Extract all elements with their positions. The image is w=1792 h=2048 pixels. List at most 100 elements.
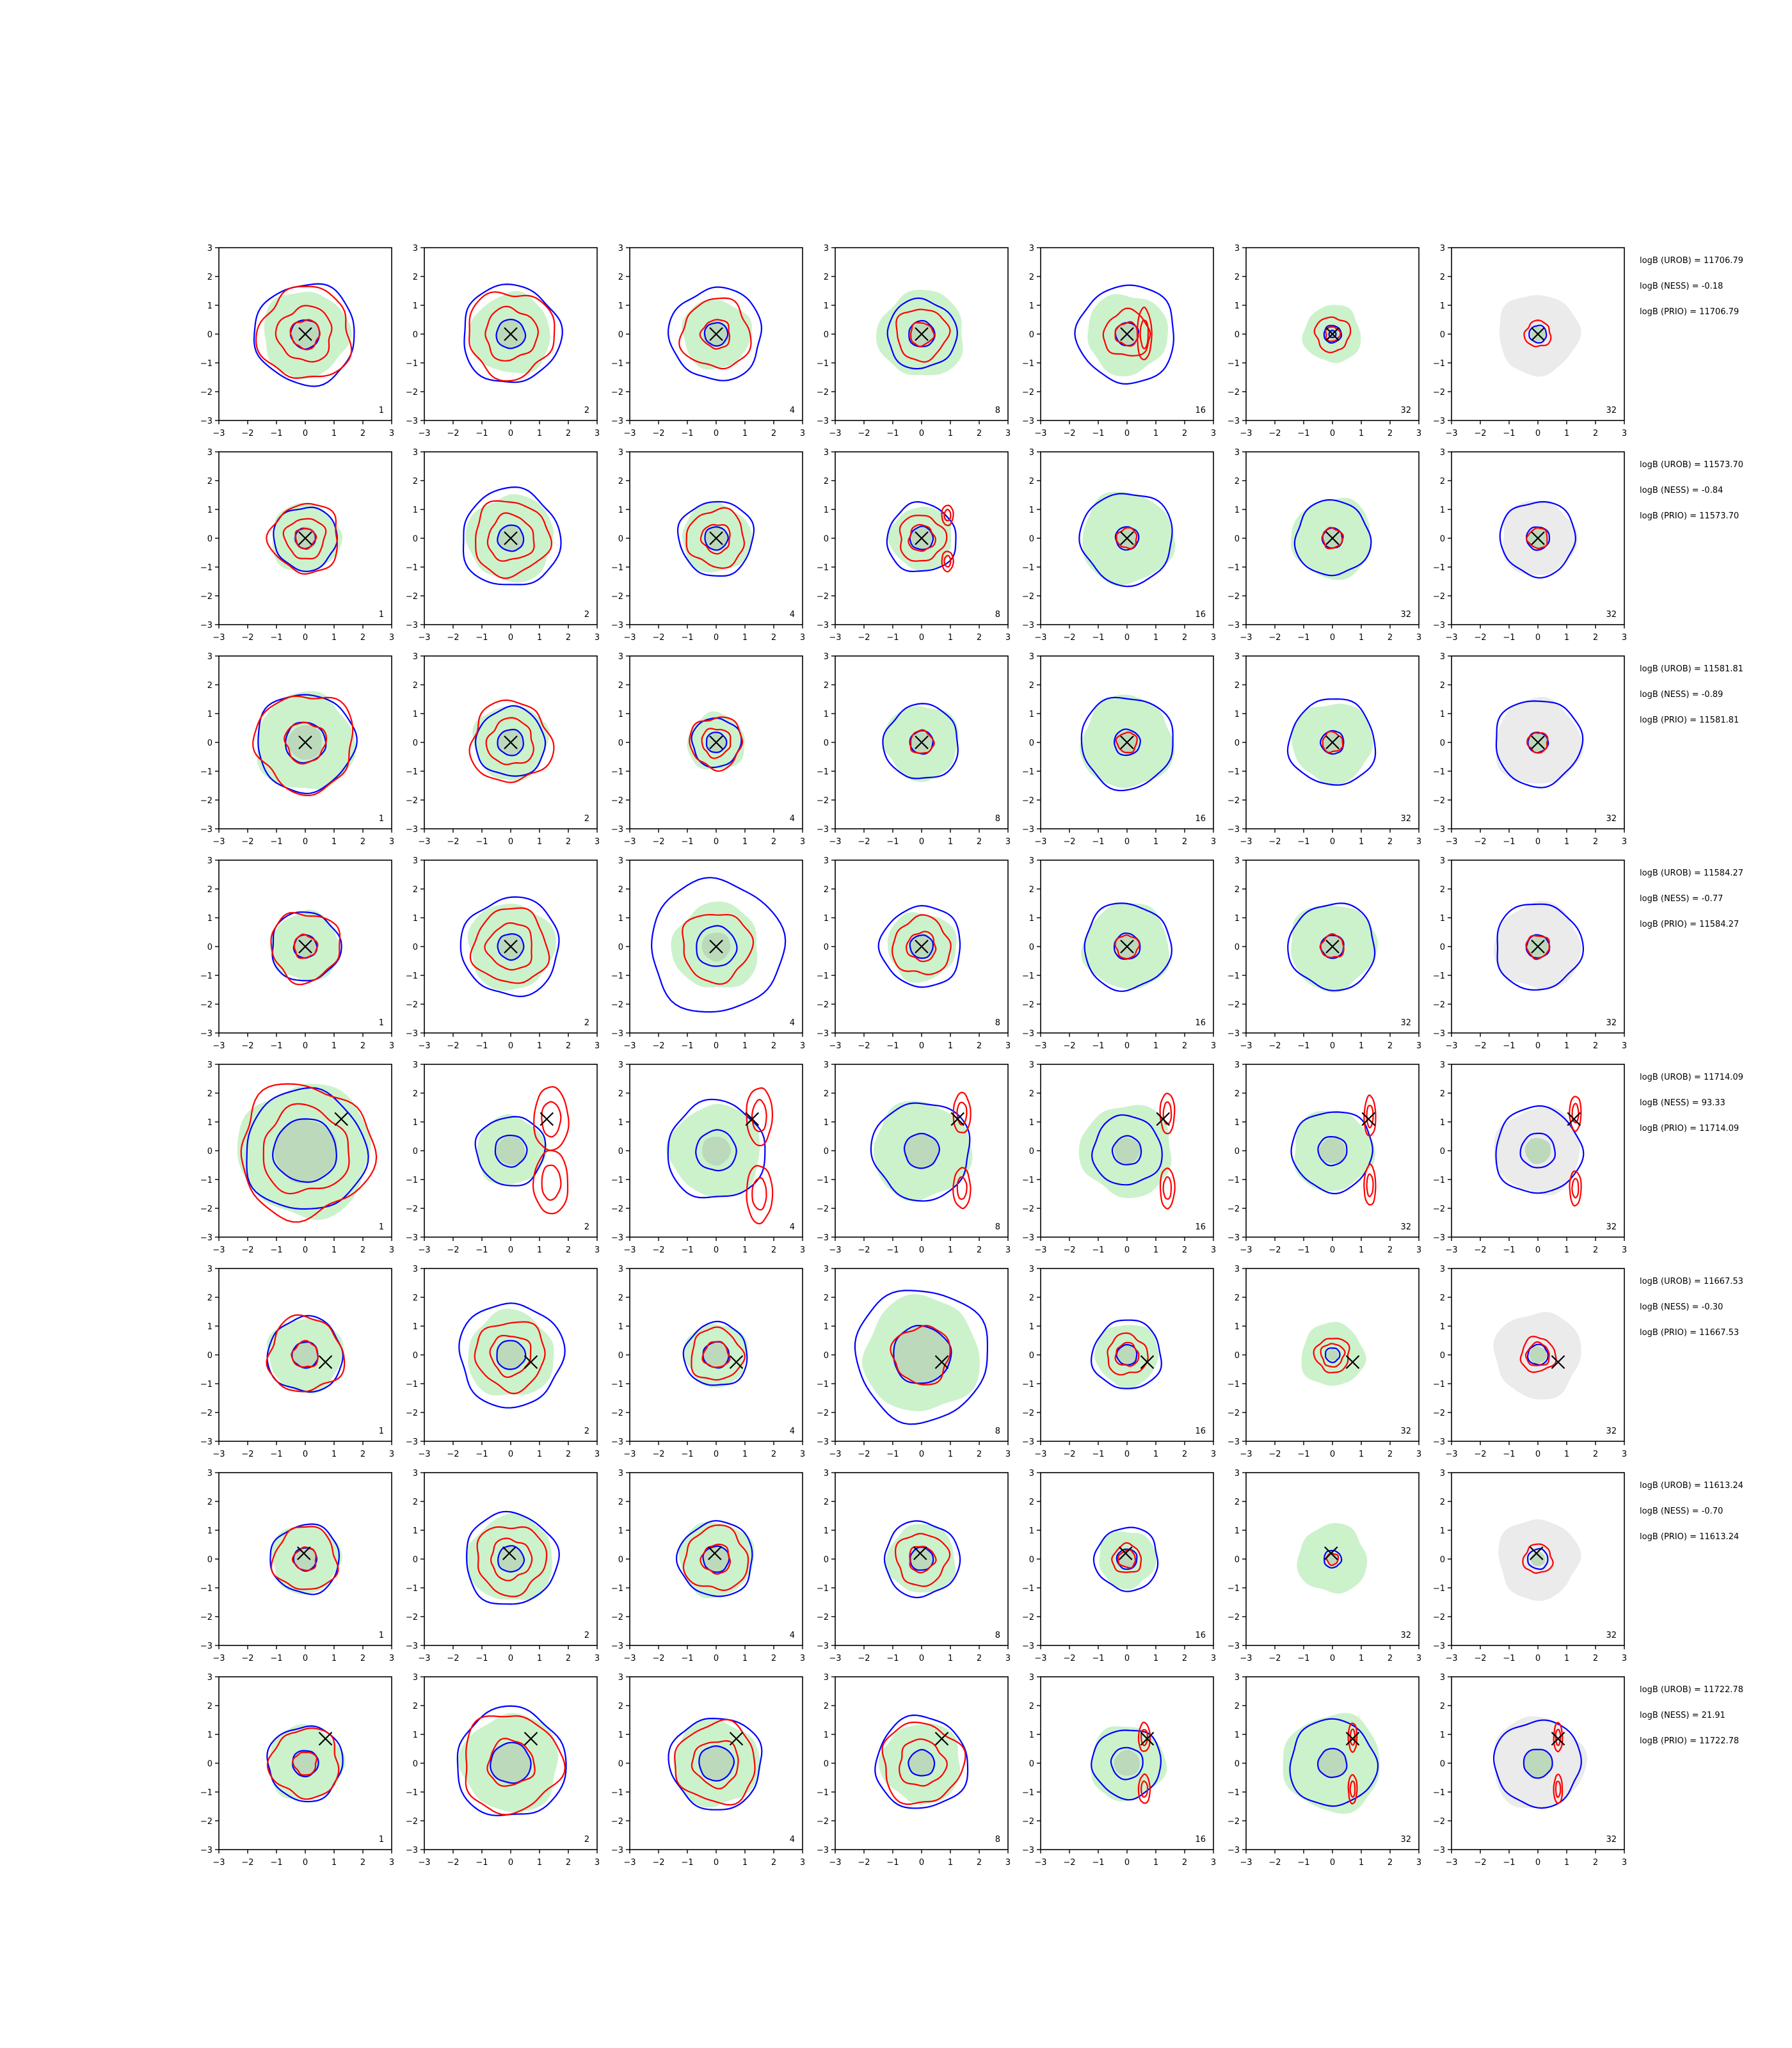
x-tick-label: −3 — [418, 1041, 430, 1051]
x-tick-label: 1 — [1153, 1654, 1158, 1663]
x-tick-label: 1 — [1359, 1245, 1364, 1255]
y-tick-label: 1 — [1029, 710, 1034, 719]
y-tick-label: −3 — [611, 825, 623, 835]
y-tick-label: −3 — [1433, 417, 1445, 426]
y-tick-label: 2 — [1235, 1702, 1240, 1711]
red-contour — [266, 1314, 346, 1393]
red-contour — [292, 1751, 318, 1776]
plot-area — [882, 703, 959, 782]
y-tick-label: 0 — [1029, 330, 1034, 340]
y-tick-label: −1 — [611, 767, 623, 777]
y-tick-label: −2 — [611, 388, 623, 397]
y-tick-label: −3 — [1022, 1437, 1034, 1447]
logb-ness-annotation: logB (NESS) = -0.18 — [1640, 282, 1723, 291]
x-tick-label: −1 — [270, 1654, 282, 1663]
panel-r4-c4: −3−3 −2 −2 −1 −1 0 0 1 1 2 2 3 3 8 — [817, 856, 1011, 1051]
x-tick-label: −1 — [1297, 429, 1309, 438]
y-tick-label: −2 — [1433, 1817, 1445, 1827]
y-tick-label: 3 — [618, 856, 623, 866]
x-tick-label: 1 — [742, 1041, 748, 1051]
plot-area — [1302, 305, 1361, 364]
y-tick-label: −1 — [1433, 767, 1445, 777]
red-contour — [1115, 732, 1138, 754]
x-tick-label: 1 — [537, 1041, 542, 1051]
x-tick-label: 2 — [360, 1858, 365, 1868]
x-tick-label: −3 — [1240, 429, 1252, 438]
y-tick-label: −3 — [1228, 621, 1240, 630]
y-tick-label: 3 — [1029, 856, 1034, 866]
x-tick-label: 3 — [1622, 633, 1627, 643]
y-tick-label: 1 — [618, 914, 623, 924]
true-position-marker — [298, 531, 312, 545]
x-tick-label: −1 — [681, 1450, 693, 1459]
panel-count-label: 32 — [1606, 610, 1617, 620]
x-tick-label: 3 — [1005, 429, 1011, 438]
y-tick-label: 0 — [618, 1555, 623, 1565]
x-tick-label: 2 — [977, 633, 982, 643]
x-tick-label: 3 — [1416, 837, 1421, 847]
x-tick-label: −3 — [1445, 1450, 1457, 1459]
x-tick-label: −3 — [829, 1654, 841, 1663]
panel-r4-c6: −3−3 −2 −2 −1 −1 0 0 1 1 2 2 3 3 32 — [1228, 856, 1421, 1051]
x-tick-label: 1 — [332, 1450, 337, 1459]
y-tick-label: 0 — [1235, 1759, 1240, 1769]
y-tick-label: 3 — [207, 244, 212, 253]
blue-contour — [1091, 1729, 1162, 1801]
panel-r1-c6: −3−3 −2 −2 −1 −1 0 0 1 1 2 2 3 3 32 — [1228, 244, 1421, 438]
red-lobe-contour — [1363, 1164, 1377, 1206]
x-tick-label: 0 — [508, 1245, 513, 1255]
true-position-marker — [318, 1731, 333, 1746]
blue-contour — [886, 500, 957, 573]
x-tick-label: 2 — [1593, 1654, 1598, 1663]
y-tick-label: −1 — [1228, 1584, 1240, 1594]
x-tick-label: 3 — [800, 1858, 805, 1868]
x-tick-label: 2 — [1388, 1450, 1393, 1459]
true-position-marker — [709, 940, 723, 954]
red-contour — [1114, 1341, 1140, 1367]
y-tick-label: 2 — [1440, 681, 1445, 691]
plot-area — [877, 904, 961, 988]
x-tick-label: 0 — [508, 1041, 513, 1051]
x-tick-label: 2 — [566, 1041, 571, 1051]
x-tick-label: 1 — [1153, 1450, 1158, 1459]
x-tick-label: −3 — [418, 1654, 430, 1663]
y-tick-label: 1 — [1029, 301, 1034, 311]
y-tick-label: −3 — [1022, 1846, 1034, 1855]
y-tick-label: 3 — [1029, 1673, 1034, 1683]
red-lobe-contour — [746, 1165, 774, 1225]
x-tick-label: −3 — [829, 1450, 841, 1459]
x-tick-label: 2 — [566, 429, 571, 438]
red-contour — [468, 699, 555, 783]
x-tick-label: 3 — [1416, 429, 1421, 438]
x-tick-label: 1 — [1564, 429, 1569, 438]
x-tick-label: 2 — [977, 1245, 982, 1255]
x-tick-label: 3 — [1005, 1041, 1011, 1051]
y-tick-label: 1 — [413, 914, 418, 924]
red-contour — [284, 721, 328, 765]
axes: −3−3 −2 −2 −1 −1 0 0 1 1 2 2 3 3 — [611, 244, 805, 438]
x-tick-label: −2 — [241, 1858, 253, 1868]
y-tick-label: 0 — [207, 943, 212, 952]
true-position-marker — [298, 327, 312, 341]
x-tick-label: −1 — [1297, 1654, 1309, 1663]
x-tick-label: 3 — [1005, 1450, 1011, 1459]
x-tick-label: −1 — [681, 837, 693, 847]
y-tick-label: 2 — [413, 681, 418, 691]
x-tick-label: 2 — [360, 1245, 365, 1255]
y-tick-label: 3 — [1235, 1673, 1240, 1683]
y-tick-label: −1 — [611, 1584, 623, 1594]
x-tick-label: 2 — [1593, 1041, 1598, 1051]
red-lobe-contour — [1569, 1096, 1582, 1132]
x-tick-label: 0 — [1535, 1450, 1540, 1459]
x-tick-label: 1 — [948, 1245, 953, 1255]
axes: −3−3 −2 −2 −1 −1 0 0 1 1 2 2 3 3 — [200, 1265, 394, 1459]
x-tick-label: 0 — [303, 1041, 308, 1051]
blue-contour — [462, 486, 562, 586]
blue-contour — [269, 1523, 340, 1596]
x-tick-label: −2 — [241, 429, 253, 438]
x-tick-label: −3 — [212, 1654, 225, 1663]
red-contour — [484, 922, 532, 971]
x-tick-label: −3 — [1445, 1654, 1457, 1663]
x-tick-label: −3 — [829, 1858, 841, 1868]
red-contour — [282, 518, 327, 560]
